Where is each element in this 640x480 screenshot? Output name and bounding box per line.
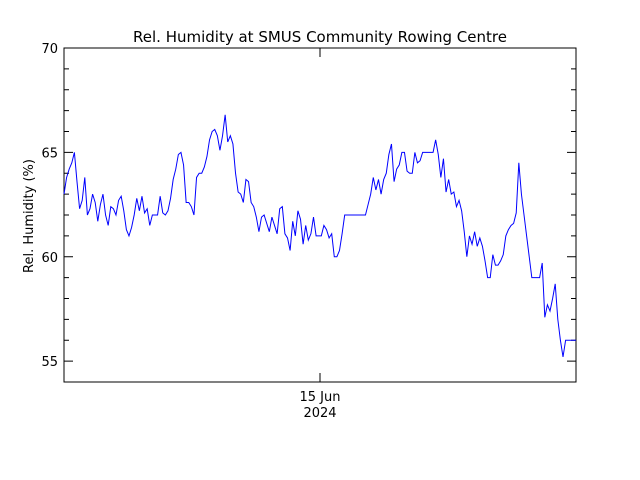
- x-tick-label-date: 15 Jun: [300, 390, 341, 405]
- x-tick-label-year: 2024: [303, 406, 336, 421]
- series-layer: [63, 114, 576, 358]
- y-tick-label: 60: [41, 251, 58, 266]
- axes: 55 60 65 70: [41, 42, 577, 383]
- plot-frame: [63, 47, 577, 383]
- y-tick-label: 70: [41, 42, 58, 57]
- y-tick-label: 55: [41, 355, 58, 370]
- series-line: [63, 114, 576, 358]
- y-axis-label: Rel. Humidity (%): [22, 159, 37, 273]
- y-tick-label: 65: [41, 146, 58, 161]
- chart-title: Rel. Humidity at SMUS Community Rowing C…: [133, 28, 507, 46]
